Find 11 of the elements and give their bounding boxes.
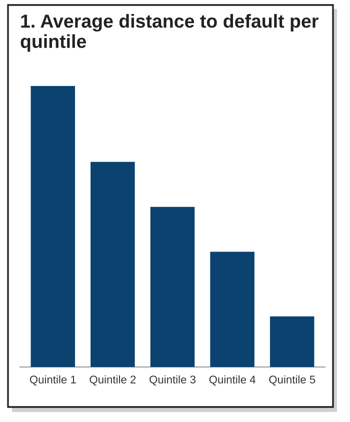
bar — [90, 162, 135, 367]
bar — [150, 206, 195, 367]
bar — [30, 86, 76, 367]
chart-title: 1. Average distance to default per quintile — [20, 14, 318, 52]
x-tick-label: Quintile 2 — [90, 375, 136, 386]
bar — [210, 252, 254, 367]
bar — [270, 316, 314, 367]
x-tick-label: Quintile 4 — [209, 375, 256, 386]
x-tick-label: Quintile 3 — [150, 375, 196, 386]
x-tick-label: Quintile 5 — [269, 375, 316, 386]
x-tick-label: Quintile 1 — [30, 375, 76, 386]
